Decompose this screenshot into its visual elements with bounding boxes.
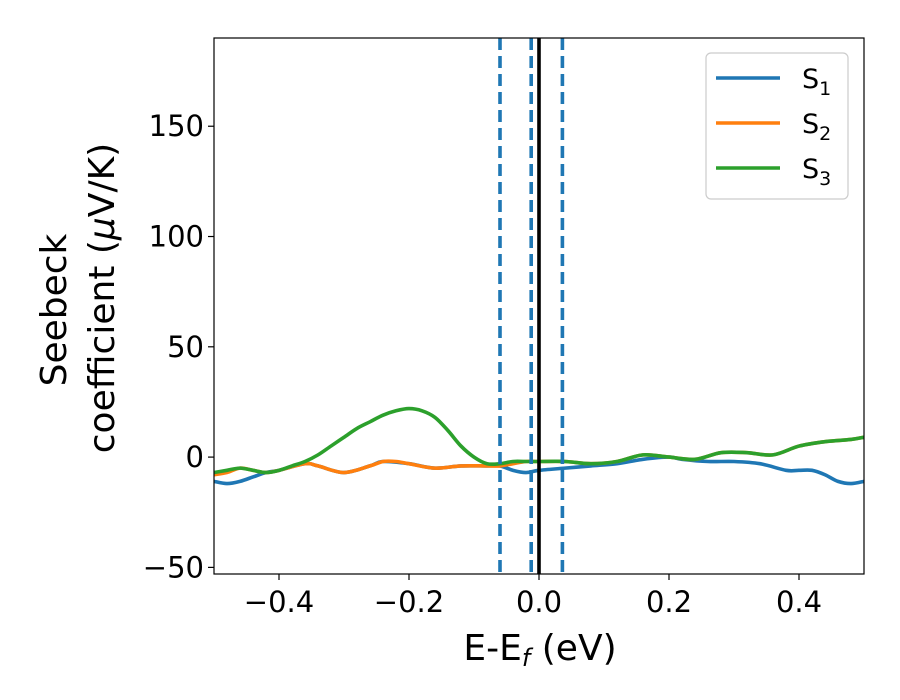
y-tick-label: −50: [143, 550, 204, 584]
x-tick-label: −0.2: [374, 585, 444, 619]
legend-box: [705, 52, 849, 200]
x-tick-label: 0.0: [516, 585, 562, 619]
x-tick-label: −0.4: [244, 585, 314, 619]
x-tick-label: 0.2: [646, 585, 692, 619]
legend: S1 S2 S3: [705, 52, 849, 200]
y-tick-label: 50: [167, 330, 204, 364]
y-axis-ticks: −50 0 50 100 150: [143, 109, 214, 584]
x-axis-ticks: −0.4 −0.2 0.0 0.2 0.4: [244, 574, 822, 619]
series-line-s3: [214, 406, 864, 475]
series-layer: [214, 406, 864, 486]
y-tick-label: 100: [149, 220, 204, 254]
legend-label-s2: S2: [802, 109, 831, 145]
y-tick-label: 150: [149, 109, 204, 143]
y-tick-label: 0: [186, 440, 204, 474]
legend-label-s3: S3: [802, 154, 831, 190]
y-axis-label-line2: coefficient (μV/K): [82, 143, 123, 453]
reference-lines: [498, 38, 565, 574]
legend-label-s1: S1: [802, 64, 831, 100]
y-axis-label-line1: Seebeck: [34, 233, 75, 386]
x-tick-label: 0.4: [776, 585, 822, 619]
x-axis-label: E-Ef (eV): [463, 628, 616, 672]
